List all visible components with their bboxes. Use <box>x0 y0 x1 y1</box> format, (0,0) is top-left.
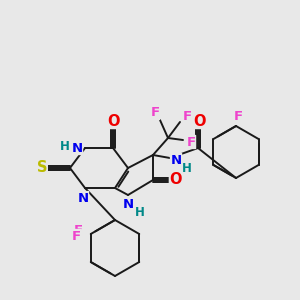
Text: O: O <box>107 113 119 128</box>
Text: H: H <box>135 206 145 220</box>
Text: O: O <box>194 113 206 128</box>
Text: F: F <box>72 230 81 242</box>
Text: N: N <box>122 199 134 212</box>
Text: F: F <box>74 224 83 236</box>
Text: F: F <box>233 110 243 124</box>
Text: N: N <box>77 191 88 205</box>
Text: N: N <box>170 154 182 166</box>
Text: S: S <box>37 160 47 175</box>
Text: F: F <box>233 110 243 124</box>
Text: O: O <box>170 172 182 188</box>
Text: H: H <box>60 140 70 152</box>
Text: N: N <box>71 142 82 154</box>
Text: H: H <box>182 161 192 175</box>
Text: F: F <box>150 106 160 119</box>
Text: F: F <box>182 110 192 122</box>
Text: F: F <box>186 136 196 148</box>
